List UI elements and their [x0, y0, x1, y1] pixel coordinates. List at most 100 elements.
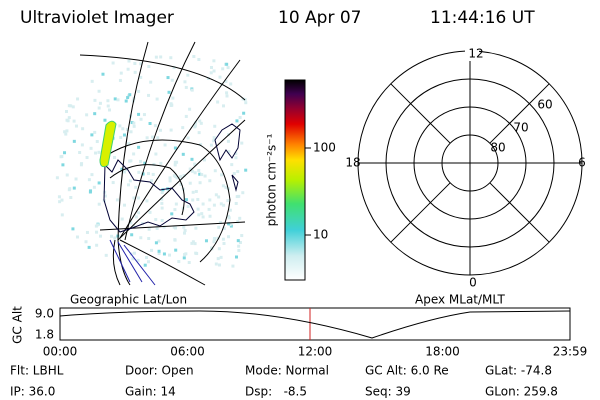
pixel	[212, 203, 216, 207]
pixel	[240, 234, 244, 238]
pixel	[222, 104, 226, 108]
pixel	[129, 130, 133, 134]
pixel	[87, 245, 91, 249]
pixel	[182, 225, 186, 229]
pixel	[194, 251, 198, 255]
pixel	[212, 139, 216, 143]
pixel	[130, 121, 134, 125]
pixel	[151, 172, 155, 176]
label-bg	[465, 47, 479, 61]
y-tick-label: 9.0	[35, 307, 54, 321]
pixel	[162, 225, 166, 229]
pixel	[160, 218, 164, 222]
pixel	[136, 196, 140, 200]
pixel	[134, 185, 138, 189]
pixel	[219, 255, 223, 259]
pixel	[214, 193, 218, 197]
pixel	[179, 182, 183, 186]
pixel	[154, 241, 158, 245]
pixel	[194, 189, 198, 193]
pixel	[113, 97, 117, 101]
pixel	[139, 75, 143, 79]
pixel	[65, 110, 69, 114]
pixel	[199, 143, 203, 147]
pixel	[234, 255, 238, 259]
pixel	[186, 204, 190, 208]
pixel	[134, 215, 138, 219]
pixel	[92, 185, 96, 189]
pixel	[116, 98, 120, 102]
mlt-label: 0	[469, 276, 477, 290]
lat-label: 60	[537, 98, 552, 112]
pixel	[93, 112, 97, 116]
pixel	[147, 172, 151, 176]
pixel	[84, 240, 88, 244]
pixel	[125, 168, 129, 172]
pixel	[128, 93, 132, 97]
pixel	[193, 162, 197, 166]
pixel	[79, 163, 83, 167]
pixel	[97, 150, 101, 154]
pixel	[162, 252, 166, 256]
pixel	[132, 152, 136, 156]
pixel	[137, 211, 141, 215]
pixel	[72, 186, 76, 190]
pixel	[169, 56, 173, 60]
pixel	[217, 195, 221, 199]
image-pixels	[55, 55, 248, 268]
pixel	[172, 225, 176, 229]
pixel	[190, 241, 194, 245]
pixel	[238, 216, 242, 220]
info-field: Door: Open	[125, 364, 194, 378]
pixel	[188, 181, 192, 185]
pixel	[126, 183, 130, 187]
pixel	[132, 196, 136, 200]
pixel	[145, 199, 149, 203]
lat-label: 80	[490, 141, 505, 155]
pixel	[154, 218, 158, 222]
pixel	[72, 119, 76, 123]
pixel	[221, 237, 225, 241]
pixel	[121, 127, 125, 131]
pixel	[159, 55, 163, 59]
pixel	[224, 79, 228, 83]
info-field: Mode: Normal	[245, 364, 329, 378]
pixel	[191, 190, 195, 194]
pixel	[237, 248, 241, 252]
x-tick-label: 18:00	[425, 345, 460, 359]
pixel	[65, 118, 69, 122]
pixel	[122, 203, 126, 207]
pixel	[159, 161, 163, 165]
pixel	[173, 163, 177, 167]
pixel	[172, 174, 176, 178]
pixel	[198, 172, 202, 176]
pixel	[153, 124, 157, 128]
pixel	[225, 94, 229, 98]
pixel	[210, 246, 214, 250]
pixel	[150, 248, 154, 252]
pixel	[98, 234, 102, 238]
pixel	[118, 78, 122, 82]
pixel	[219, 202, 223, 206]
pixel	[226, 66, 230, 70]
polar-grid	[357, 50, 583, 276]
info-field: Flt: LBHL	[10, 364, 64, 378]
pixel	[184, 198, 188, 202]
pixel	[139, 159, 143, 163]
pixel	[201, 215, 205, 219]
pixel	[71, 105, 75, 109]
pixel	[157, 239, 161, 243]
mlt-label: 6	[578, 156, 586, 170]
pixel	[225, 62, 229, 66]
pixel	[244, 168, 248, 172]
pixel	[63, 151, 67, 155]
pixel	[173, 238, 177, 242]
pixel	[143, 161, 147, 165]
pixel	[197, 168, 201, 172]
pixel	[241, 191, 245, 195]
lat-label: 70	[513, 121, 528, 135]
pixel	[227, 235, 231, 239]
pixel	[183, 229, 187, 233]
date: 10 Apr 07	[278, 8, 361, 28]
pixel	[187, 260, 191, 264]
